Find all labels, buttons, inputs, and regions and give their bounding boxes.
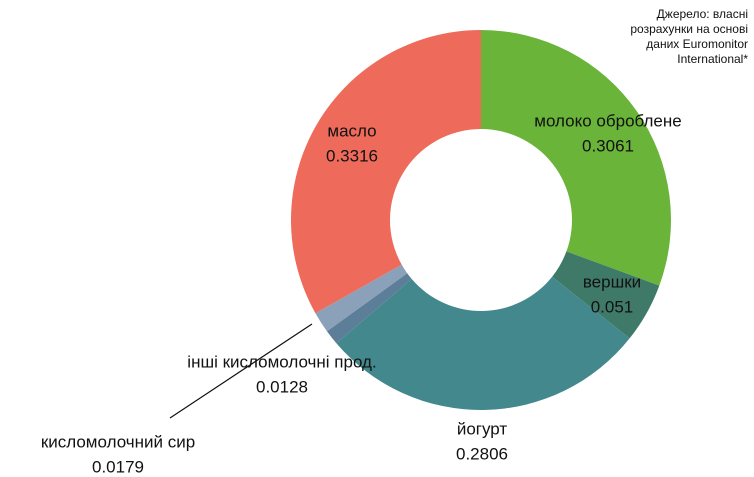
slice-label: масло bbox=[327, 121, 376, 140]
donut-slice bbox=[552, 251, 660, 339]
slice-value: 0.3061 bbox=[582, 136, 634, 155]
slice-value: 0.051 bbox=[591, 297, 634, 316]
slice-label: вершки bbox=[583, 272, 641, 291]
slice-value: 0.3316 bbox=[326, 146, 378, 165]
slice-label: йогурт bbox=[457, 419, 508, 438]
slice-value: 0.2806 bbox=[456, 444, 508, 463]
source-note: розрахунки на основі bbox=[630, 22, 748, 36]
slice-label: інші кисломолочні прод. bbox=[187, 352, 376, 371]
slice-value: 0.0179 bbox=[92, 457, 144, 476]
donut-slice bbox=[315, 264, 408, 332]
donut-slice bbox=[326, 273, 412, 344]
slice-value: 0.0128 bbox=[256, 377, 308, 396]
source-note: даних Euromonitor bbox=[646, 37, 748, 51]
donut-slice bbox=[481, 30, 671, 286]
leader-line bbox=[169, 323, 313, 419]
source-note: Джерело: власні bbox=[657, 7, 748, 21]
source-note: International* bbox=[677, 52, 748, 66]
donut-slice bbox=[291, 30, 481, 314]
slice-label: молоко оброблене bbox=[534, 111, 681, 130]
donut-slice bbox=[336, 276, 630, 411]
slice-label: кисломолочний сир bbox=[41, 432, 195, 451]
